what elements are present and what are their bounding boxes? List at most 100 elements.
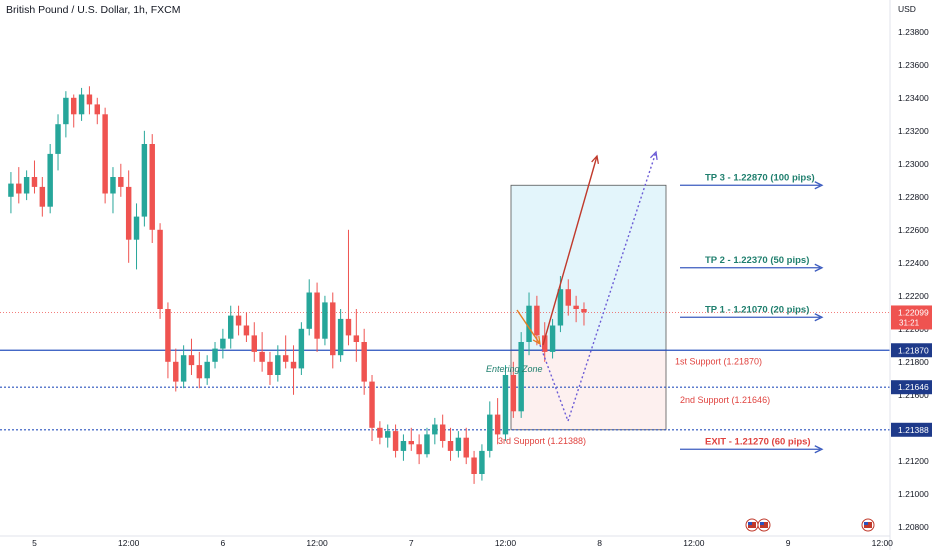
candle-body [16,183,22,194]
candle-body [479,450,485,474]
candle-68 [542,322,548,362]
candle-body [542,335,548,352]
candle-body [220,338,226,349]
time-label-2: 6 [221,538,226,548]
candle-56 [447,427,454,461]
candle-body [573,305,579,309]
candle-20 [165,302,171,379]
candle-73 [581,302,587,326]
candle-body [385,431,391,438]
support3-label: 3rd Support (1.21388) [498,436,586,446]
candle-body [392,431,399,451]
current-price-badge [891,305,932,330]
candle-body [228,315,234,339]
candle-14 [118,163,124,197]
support-levels [0,312,890,431]
candle-29 [235,305,242,336]
us-flag-icon-1-canton [748,522,752,525]
candle-body [502,375,509,435]
candle-17 [141,130,148,227]
candle-body [39,186,46,207]
candle-35 [282,335,289,369]
candle-body [188,355,195,366]
candle-28 [228,305,234,349]
candle-57 [455,431,462,458]
candle-body [526,305,532,342]
candle-23 [188,338,195,375]
us-flag-icon-2-canton [760,522,764,525]
candle-45 [361,328,367,395]
candle-body [549,325,556,352]
candle-40 [322,295,328,346]
candle-37 [298,322,305,375]
candle-body [212,348,218,362]
candle-body [377,427,383,438]
candle-3 [31,160,38,194]
price-tick-8: 1.22200 [898,291,929,301]
candle-61 [487,401,493,458]
candle-55 [439,414,446,448]
candle-body [259,351,265,362]
tp2-label: TP 2 - 1.22370 (50 pips) [705,255,809,266]
candle-72 [573,295,579,323]
price-tick-13: 1.21200 [898,456,929,466]
candle-body [71,97,77,115]
candles [8,86,587,484]
time-label-0: 5 [32,538,37,548]
candle-66 [526,292,532,356]
time-label-6: 8 [597,538,602,548]
candle-43 [345,229,352,346]
candle-body [361,342,367,382]
candle-body [243,325,250,336]
candle-0 [8,172,14,214]
candle-body [369,381,375,428]
candle-48 [385,424,391,448]
candle-4 [39,177,46,217]
candle-52 [416,434,422,465]
candle-body [267,361,273,375]
time-label-4: 7 [409,538,414,548]
candle-body [157,229,163,309]
time-label-5: 12:00 [495,538,517,548]
candle-body [557,289,564,326]
candle-body [94,104,100,115]
candle-body [235,315,242,326]
price-tick-4: 1.23000 [898,159,929,169]
tp2-arrowhead [814,263,824,272]
price-tick-7: 1.22400 [898,258,929,268]
candle-body [565,289,571,306]
candle-body [125,186,132,240]
candle-38 [306,279,312,336]
loss-zone [510,349,667,431]
candle-6 [55,114,61,171]
candle-63 [502,365,509,441]
level-badge-text-1: 1.21870 [898,345,929,355]
price-tick-14: 1.21000 [898,489,929,499]
us-flag-icon-1 [745,518,759,532]
candle-2 [23,170,30,201]
entry-arrowhead [532,335,541,346]
support2-label: 2nd Support (1.21646) [680,395,770,405]
candle-59 [471,450,477,484]
candle-16 [133,203,140,270]
candle-body [510,375,517,412]
candle-body [31,177,38,187]
countdown-text: 31:21 [899,318,920,327]
price-axis-currency: USD [898,4,916,14]
level-badge-1 [891,343,932,358]
candle-24 [196,351,203,389]
level-badge-2 [891,380,932,395]
candle-body [330,302,336,356]
price-tick-6: 1.22600 [898,225,929,235]
entry-arrow [516,309,541,345]
candle-30 [243,312,250,342]
candle-body [534,305,540,336]
price-tick-3: 1.23200 [898,126,929,136]
trend-arrowhead [591,154,600,164]
candle-47 [377,421,383,445]
candle-44 [353,309,360,362]
candle-body [110,177,116,194]
candle-34 [275,345,281,382]
